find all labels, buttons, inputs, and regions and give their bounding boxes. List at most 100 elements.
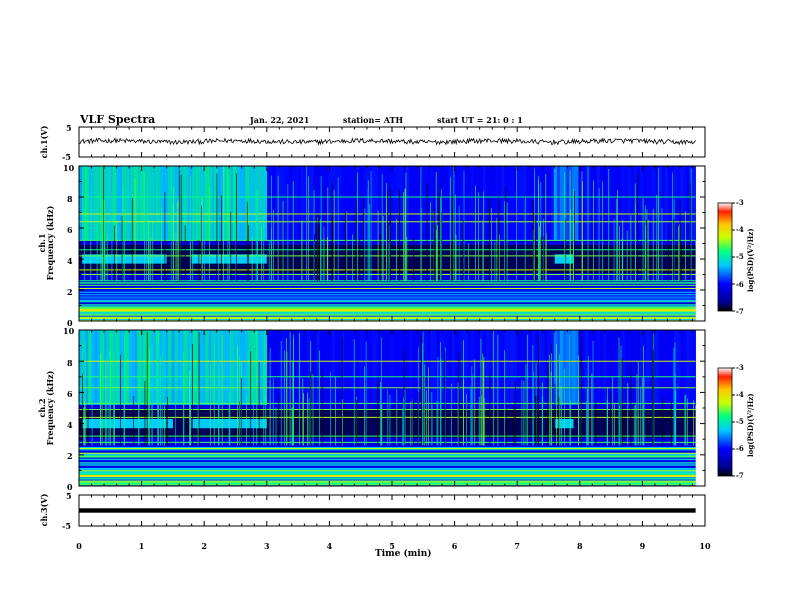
ch2-spec-upper-col-121 bbox=[452, 330, 456, 405]
ch2-spec-upper-col-41 bbox=[205, 330, 209, 405]
ch1-spec-upper-col-182 bbox=[640, 166, 644, 241]
ch1-spec-upper-col-154 bbox=[553, 166, 558, 241]
ch1-spec-low-stripe-25 bbox=[79, 291, 696, 293]
ch1-spec-upper-col-17 bbox=[131, 166, 135, 241]
ch1-spec-upper-col-47 bbox=[223, 166, 228, 241]
ch2-spec-upper-col-141 bbox=[513, 330, 518, 405]
ch2-spec-upper-col-54 bbox=[245, 330, 249, 405]
ch1-spec-upper-col-187 bbox=[655, 166, 660, 241]
ch1-spec-upper-col-108 bbox=[411, 166, 416, 241]
ch2-spec-upper-col-140 bbox=[510, 330, 515, 405]
ch1-spec-upper-col-79 bbox=[322, 166, 327, 241]
ch2-spec-upper-col-44 bbox=[214, 330, 219, 405]
ch2-spec-upper-col-28 bbox=[165, 330, 169, 405]
ch1-spec-upper-col-148 bbox=[535, 166, 539, 241]
ch1-spec-upper-col-111 bbox=[421, 166, 425, 241]
ch1-spec-upper-col-39 bbox=[199, 166, 203, 241]
ch2-spec-upper-col-197 bbox=[686, 330, 690, 405]
ch1-spec-upper-col-92 bbox=[362, 166, 367, 241]
ch1-spec-upper-col-41 bbox=[205, 166, 209, 241]
ch2-spec-upper-col-135 bbox=[495, 330, 499, 405]
ch2-spec-upper-col-172 bbox=[609, 330, 613, 405]
ch1-spec-upper-col-102 bbox=[393, 166, 397, 241]
ch1-spec-upper-col-171 bbox=[606, 166, 610, 241]
ch2-spec-low-stripe-2 bbox=[79, 482, 696, 485]
ch1-spec-upper-col-173 bbox=[612, 166, 616, 241]
ch2-spec-upper-col-18 bbox=[134, 330, 138, 405]
ch2-ftick-4: 4 bbox=[67, 420, 73, 430]
ch1-spec-low-stripe-3 bbox=[79, 316, 696, 318]
ch2-spec-upper-col-198 bbox=[689, 330, 693, 405]
ch1-spec-upper-col-85 bbox=[341, 166, 345, 241]
ch1-spec-upper-col-179 bbox=[630, 166, 635, 241]
ch1-spec-upper-col-25 bbox=[156, 166, 160, 241]
ch2-spec-upper-col-185 bbox=[649, 330, 653, 405]
ch2-spec-upper-col-51 bbox=[236, 330, 240, 405]
ch2-spec-upper-col-75 bbox=[310, 330, 314, 405]
ch1-spec-upper-col-45 bbox=[217, 166, 222, 241]
ch1-spec-upper-col-161 bbox=[575, 166, 579, 241]
ch2-spec-upper-col-163 bbox=[581, 330, 586, 405]
ch1-spec-upper-col-46 bbox=[220, 166, 225, 241]
ch2-spec-upper-col-49 bbox=[230, 330, 234, 405]
ch1-spec-upper-col-188 bbox=[658, 166, 663, 241]
ch1-ytick-bottom: -5 bbox=[62, 152, 71, 162]
ch1-spec-upper-col-163 bbox=[581, 166, 586, 241]
ch2-spec-upper-col-83 bbox=[334, 330, 339, 405]
ch2-spec-low-stripe-31 bbox=[79, 449, 696, 451]
ch2-spec-upper-col-175 bbox=[618, 330, 623, 405]
ch1-spec-low-stripe-17 bbox=[79, 300, 696, 302]
ch1-spec-low-stripe-16 bbox=[79, 301, 696, 304]
ch1-spec-upper-col-168 bbox=[596, 166, 601, 241]
ch1-spec-upper-col-50 bbox=[233, 166, 237, 241]
ch1-spec-upper-col-55 bbox=[248, 166, 253, 241]
ch2-spec-upper-col-179 bbox=[630, 330, 635, 405]
ch1-spec-upper-col-56 bbox=[251, 166, 256, 241]
xtick-9: 9 bbox=[639, 541, 646, 551]
ch2-spec-upper-col-46 bbox=[220, 330, 225, 405]
ch2-spec-low-stripe-19 bbox=[79, 463, 696, 465]
ch2-spec-upper-col-100 bbox=[387, 330, 391, 405]
ch1-spec-upper-col-86 bbox=[344, 166, 348, 241]
ch2-spec-upper-col-3 bbox=[88, 330, 92, 405]
ch2-spec-upper-col-7 bbox=[100, 330, 105, 405]
ch2-spec-upper-col-86 bbox=[344, 330, 348, 405]
ch2-spec-upper-col-105 bbox=[402, 330, 407, 405]
ch1-ftick-6: 6 bbox=[67, 225, 73, 235]
ch1-spec-upper-col-9 bbox=[106, 166, 111, 241]
ch1-spec-low-stripe-10 bbox=[79, 308, 696, 310]
ch2-spec-upper-col-64 bbox=[276, 330, 280, 405]
ch2-spec-upper-col-154 bbox=[553, 330, 558, 405]
ch2-spec-upper-col-183 bbox=[643, 330, 647, 405]
ch1-spec-band-4khz-2 bbox=[554, 254, 574, 264]
colorbar-1 bbox=[717, 202, 733, 312]
ch2-spec-upper-col-157 bbox=[563, 330, 567, 405]
ch2-spec-upper-col-189 bbox=[661, 330, 666, 405]
ch2-spec-upper-col-115 bbox=[433, 330, 438, 405]
ch2-spec-upper-col-184 bbox=[646, 330, 650, 405]
ch2-spec-upper-col-84 bbox=[337, 330, 342, 405]
ch2-spec-upper-col-55 bbox=[248, 330, 253, 405]
ch2-spec-upper-col-176 bbox=[621, 330, 626, 405]
ch1-spec-upper-col-16 bbox=[128, 166, 132, 241]
ch1-spec-upper-col-43 bbox=[211, 166, 216, 241]
ch1-spec-low-stripe-4 bbox=[79, 315, 696, 317]
ch2-spec-upper-col-165 bbox=[587, 330, 592, 405]
ch1-ftick-2: 2 bbox=[67, 287, 73, 297]
ch1-spec-upper-col-112 bbox=[424, 166, 428, 241]
ch2-spec-upper-col-52 bbox=[239, 330, 243, 405]
ch2-ftick-10: 10 bbox=[63, 326, 75, 336]
ch1-spec-upper-col-14 bbox=[122, 166, 126, 241]
ch1-spec-upper-col-165 bbox=[587, 166, 592, 241]
ch1-spec-upper-col-8 bbox=[103, 166, 108, 241]
ch2-spec-upper-col-16 bbox=[128, 330, 132, 405]
ch1-spec-upper-col-38 bbox=[196, 166, 200, 241]
ch2-spec-low-stripe-25 bbox=[79, 456, 696, 458]
ch2-spec-low-stripe-16 bbox=[79, 466, 696, 468]
ch2-spec-upper-col-94 bbox=[368, 330, 373, 405]
ch1-spec-upper-col-180 bbox=[633, 166, 638, 241]
ch1-spec-upper-col-122 bbox=[455, 166, 459, 241]
ch1-spec-upper-col-101 bbox=[390, 166, 394, 241]
ch1-spec-upper-col-144 bbox=[522, 166, 527, 241]
ch2-spec-upper-col-43 bbox=[211, 330, 216, 405]
